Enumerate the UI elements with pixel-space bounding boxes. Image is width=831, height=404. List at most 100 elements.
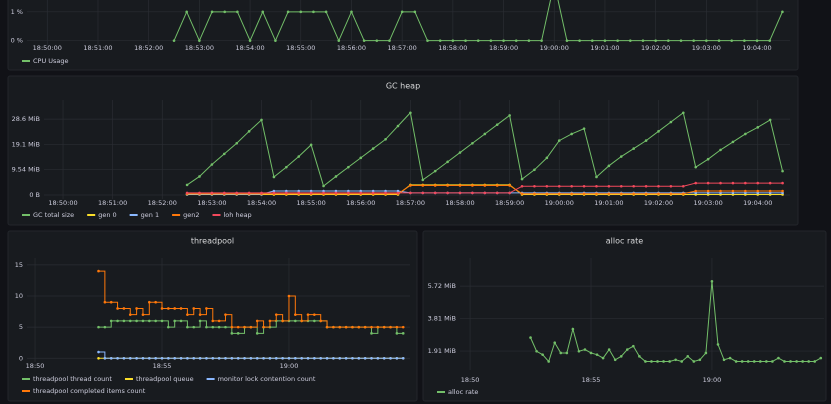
data-point <box>632 147 635 150</box>
panel-title: alloc rate <box>606 237 644 246</box>
data-point <box>306 356 310 360</box>
data-point <box>396 191 400 195</box>
data-point <box>426 39 429 42</box>
data-point <box>768 191 772 195</box>
data-point <box>260 191 263 195</box>
data-point <box>325 356 329 360</box>
data-point <box>590 39 594 42</box>
legend-label: gen 1 <box>141 211 159 219</box>
data-point <box>433 184 437 187</box>
legend-label: alloc rate <box>448 388 478 396</box>
panel <box>422 230 827 402</box>
data-point <box>179 319 183 323</box>
data-point <box>186 325 189 329</box>
data-point <box>222 152 226 156</box>
x-tick-label: 18:50:00 <box>48 199 77 207</box>
data-point <box>312 10 315 14</box>
data-point <box>247 191 251 195</box>
data-point <box>262 325 265 329</box>
data-point <box>351 325 354 329</box>
data-point <box>236 325 240 329</box>
data-point <box>198 313 202 316</box>
data-point <box>344 325 348 329</box>
plot <box>172 0 784 42</box>
data-point <box>578 39 581 42</box>
legend-item: loh heap <box>212 211 252 219</box>
x-tick-label: 18:55:00 <box>297 199 326 207</box>
data-point <box>148 356 151 360</box>
data-point <box>185 191 189 195</box>
data-point <box>668 360 671 363</box>
data-point <box>601 356 605 360</box>
data-point <box>768 39 772 42</box>
data-point <box>644 360 647 363</box>
panel-title: GC heap <box>386 82 420 91</box>
x-tick-label: 18:56:00 <box>337 44 366 52</box>
data-point <box>160 319 164 323</box>
data-point <box>287 356 291 360</box>
data-point <box>744 191 747 195</box>
data-point <box>222 191 226 195</box>
data-point <box>446 191 449 195</box>
data-point <box>607 164 611 168</box>
data-point <box>768 181 772 185</box>
data-point <box>565 351 569 355</box>
legend-label: threadpool completed items count <box>33 387 146 395</box>
data-point <box>759 360 762 363</box>
data-point <box>167 356 170 360</box>
data-point <box>744 181 747 185</box>
data-point <box>236 332 240 335</box>
legend-item: gen 0 <box>87 211 117 219</box>
data-point <box>255 332 259 335</box>
data-point <box>179 307 183 310</box>
data-point <box>173 356 176 360</box>
data-point <box>483 191 487 195</box>
data-point <box>376 325 380 329</box>
x-tick-label: 18:50:00 <box>33 44 62 52</box>
data-point <box>173 319 176 323</box>
data-point <box>198 191 201 195</box>
x-tick-label: 18:54:00 <box>247 199 276 207</box>
data-point <box>109 319 113 323</box>
data-point <box>384 191 387 195</box>
data-point <box>421 191 425 195</box>
legend-label: gen 0 <box>98 211 116 219</box>
data-point <box>294 356 297 360</box>
data-point <box>613 358 617 362</box>
data-point <box>438 39 442 42</box>
y-tick-label: 3.81 MiB <box>428 315 456 323</box>
data-point <box>135 356 138 360</box>
data-point <box>583 348 587 351</box>
data-point <box>388 39 391 42</box>
data-point <box>744 132 747 136</box>
data-point <box>167 325 170 329</box>
data-point <box>559 351 563 355</box>
data-point <box>644 184 648 188</box>
x-tick-label: 18:50 <box>461 376 480 384</box>
data-point <box>789 360 792 363</box>
data-point <box>371 191 375 195</box>
data-point <box>595 353 599 356</box>
data-point <box>731 191 735 195</box>
legend-label: threadpool queue <box>136 375 194 383</box>
data-point <box>141 313 145 316</box>
y-tick-label: 10 <box>15 292 23 300</box>
data-point <box>313 313 316 316</box>
data-point <box>682 111 685 115</box>
legend-swatch <box>22 378 30 380</box>
data-point <box>235 191 239 195</box>
data-point <box>135 319 138 323</box>
data-point <box>97 350 100 354</box>
legend-label: CPU Usage <box>33 57 69 65</box>
data-point <box>97 269 100 273</box>
data-point <box>632 184 635 188</box>
legend-swatch <box>22 390 30 392</box>
data-point <box>192 307 196 310</box>
data-point <box>186 313 189 316</box>
legend-item: GC total size <box>22 211 74 219</box>
x-tick-label: 19:01:00 <box>590 44 619 52</box>
panel-title: threadpool <box>191 237 234 246</box>
data-point <box>128 313 132 316</box>
data-point <box>768 189 772 193</box>
data-point <box>294 313 297 316</box>
